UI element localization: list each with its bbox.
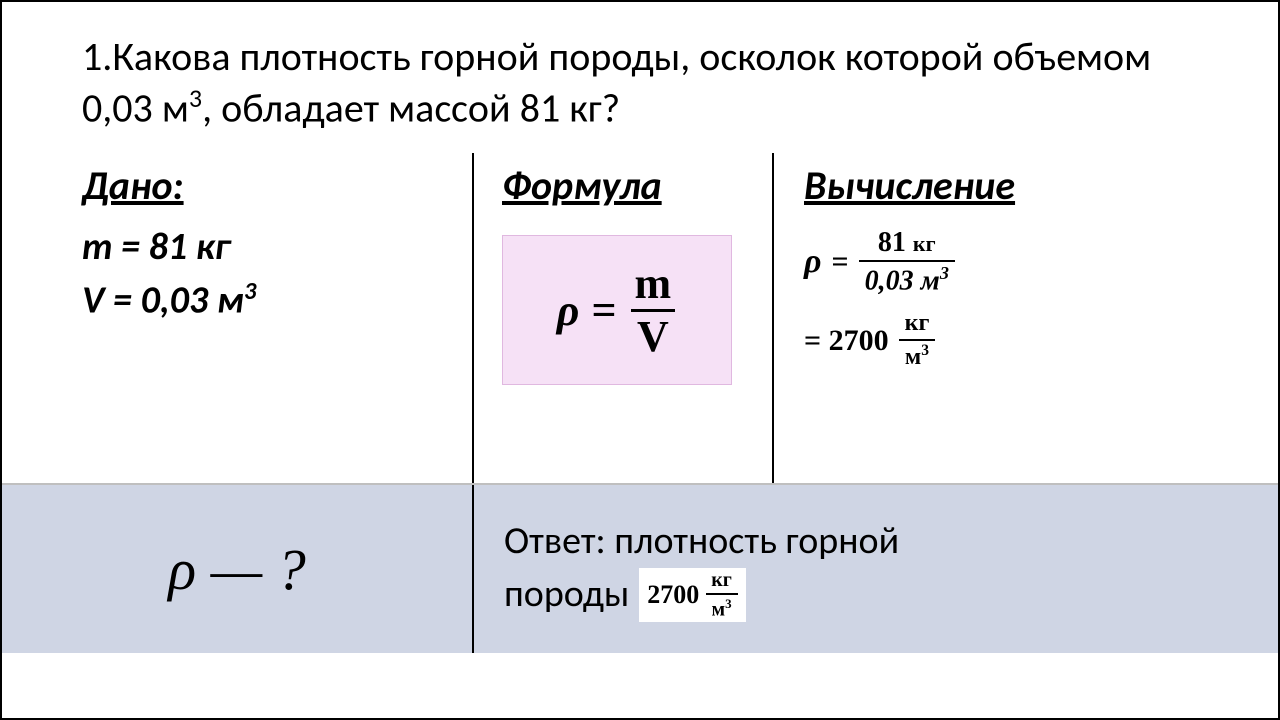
calc-den: 0,03 м3	[859, 260, 955, 296]
formula-expression: ρ = m V	[557, 261, 677, 360]
answer-cell: Ответ: плотность горной породы 2700 кг м…	[472, 485, 1278, 653]
formula-num: m	[629, 261, 678, 309]
calc-result-unit-den-base: м	[905, 344, 921, 370]
calc-eq: =	[832, 245, 849, 279]
calc-step1: ρ = 81 кг 0,03 м3	[804, 228, 1198, 295]
answer-row: ρ — ? Ответ: плотность горной породы 270…	[2, 483, 1278, 653]
given-mass-value: m = 81	[82, 224, 196, 270]
answer-value: 2700	[647, 577, 699, 612]
calc-result-unit-den-exp: 3	[921, 342, 929, 359]
formula-column: Формула ρ = m V	[472, 153, 772, 483]
slide: 1.Какова плотность горной породы, осколо…	[2, 2, 1278, 718]
solution-columns: Дано: m = 81 кг V = 0,03 м3 Формула ρ = …	[2, 153, 1278, 483]
formula-heading: Формула	[502, 161, 772, 210]
calc-column: Вычисление ρ = 81 кг 0,03 м3	[772, 153, 1198, 483]
calc-fraction: 81 кг 0,03 м3	[859, 228, 955, 295]
calc-body: ρ = 81 кг 0,03 м3 = 2700	[804, 228, 1198, 369]
given-mass: m = 81 кг	[82, 222, 472, 273]
calc-den-unit: м	[921, 265, 940, 296]
answer-unit-den: м3	[706, 593, 738, 621]
given-volume: V = 0,03 м3	[82, 274, 472, 327]
answer-unit-den-base: м	[712, 598, 726, 620]
question-suffix: , обладает массой 81 кг?	[202, 83, 620, 132]
given-heading: Дано:	[82, 161, 472, 210]
unknown-text: ρ — ?	[168, 536, 305, 603]
question-exponent: 3	[189, 82, 202, 114]
calc-lhs: ρ	[804, 243, 822, 281]
answer-unit-num: кг	[705, 570, 738, 593]
calc-result-unit-den: м3	[899, 339, 935, 370]
calc-num-val: 81	[878, 227, 906, 258]
answer-unit-den-exp: 3	[725, 596, 732, 611]
calc-result-unit: кг м3	[899, 311, 936, 369]
calc-heading: Вычисление	[804, 161, 1198, 210]
answer-line1: Ответ: плотность горной	[504, 516, 1248, 567]
calc-num: 81 кг	[872, 228, 942, 259]
formula-den: V	[631, 309, 675, 360]
calc-result-unit-num: кг	[899, 311, 936, 338]
question-text: 1.Какова плотность горной породы, осколо…	[2, 2, 1278, 153]
answer-value-box: 2700 кг м3	[639, 568, 746, 623]
formula-eq: =	[591, 285, 616, 336]
unknown-cell: ρ — ?	[2, 485, 472, 653]
calc-result: = 2700 кг м3	[804, 311, 1198, 369]
given-column: Дано: m = 81 кг V = 0,03 м3	[82, 153, 472, 483]
formula-lhs: ρ	[557, 285, 580, 336]
answer-unit: кг м3	[705, 570, 738, 621]
answer-line2-prefix: породы	[504, 569, 629, 620]
given-mass-unit: кг	[196, 224, 231, 270]
formula-fraction: m V	[629, 261, 678, 360]
calc-num-unit: кг	[913, 231, 936, 256]
calc-den-val: 0,03	[865, 265, 914, 296]
given-vol-unit: м	[217, 277, 244, 323]
calc-result-val: = 2700	[804, 324, 889, 358]
answer-line2: породы 2700 кг м3	[504, 568, 1248, 623]
calc-den-exp: 3	[940, 263, 949, 283]
given-vol-value: V = 0,03	[82, 277, 217, 323]
given-vol-exp: 3	[244, 275, 257, 306]
formula-box: ρ = m V	[502, 235, 732, 385]
